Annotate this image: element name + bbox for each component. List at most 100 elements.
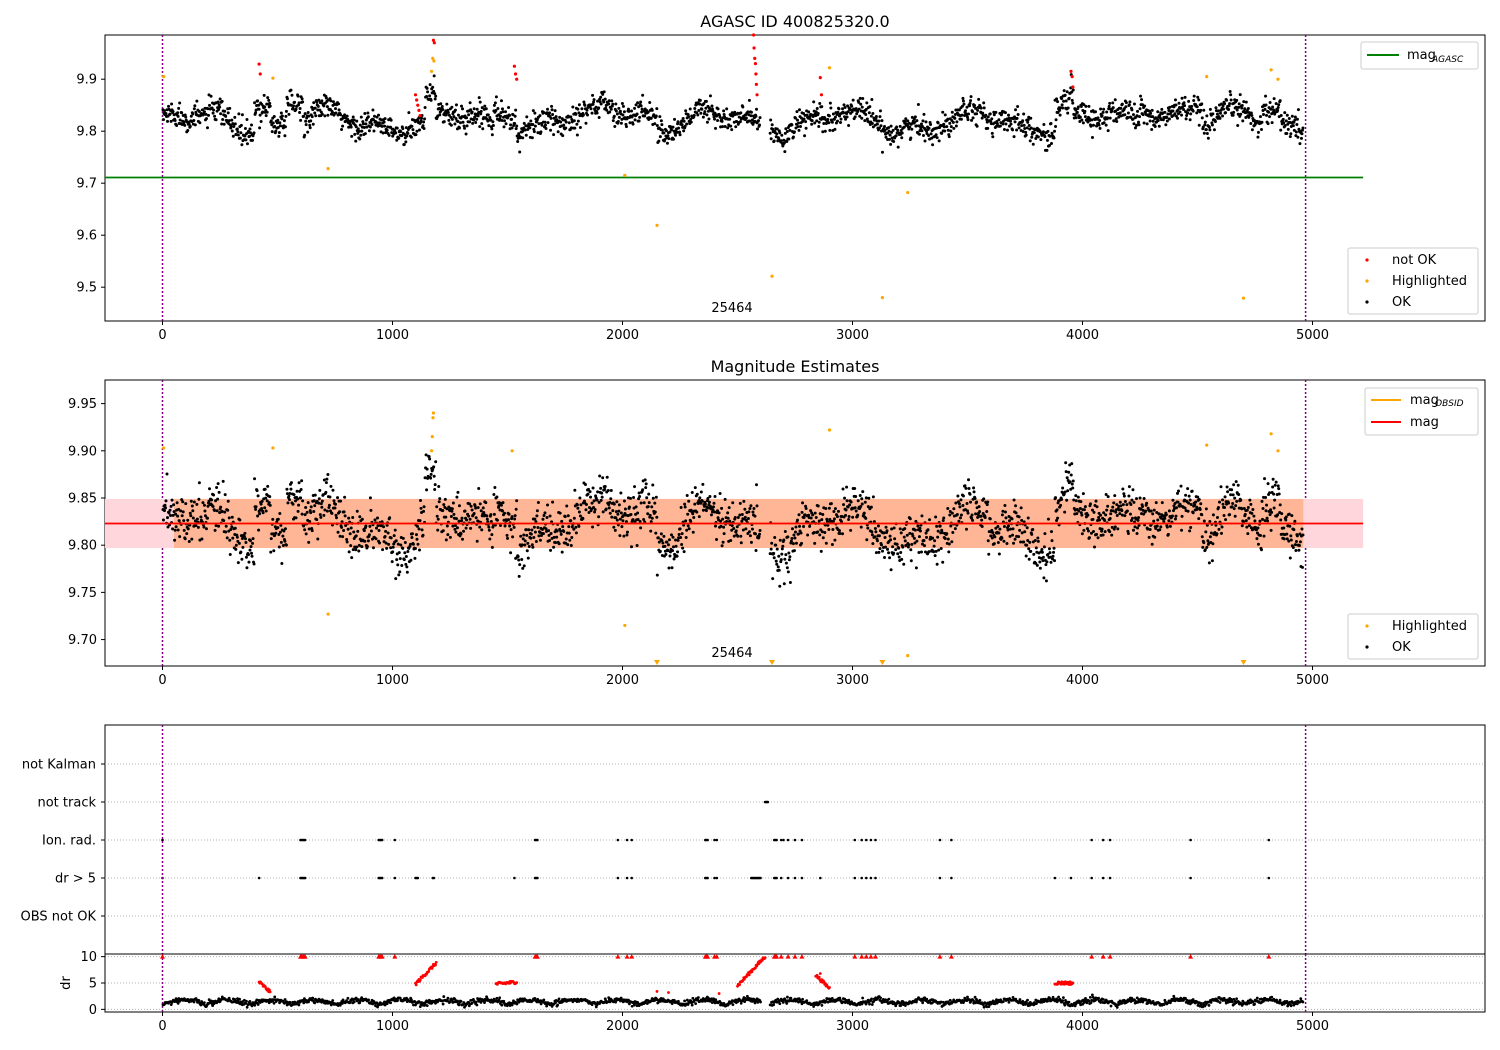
ok-point bbox=[451, 501, 455, 505]
not-ok-point bbox=[754, 82, 758, 86]
ok-point bbox=[1074, 499, 1078, 503]
flag-point bbox=[416, 876, 420, 880]
ok-point bbox=[1087, 536, 1091, 540]
ok-point bbox=[227, 516, 231, 520]
ok-point bbox=[954, 501, 958, 505]
ok-point bbox=[897, 555, 901, 559]
flag-point bbox=[513, 876, 516, 880]
ok-point bbox=[1028, 139, 1032, 143]
not-ok-point bbox=[1071, 85, 1075, 89]
dr-ok-point bbox=[245, 999, 248, 1003]
flag-category-label: OBS not OK bbox=[21, 910, 97, 925]
ok-point bbox=[1081, 492, 1085, 496]
ok-point bbox=[884, 135, 888, 139]
ok-point bbox=[797, 128, 801, 132]
ok-point bbox=[456, 120, 460, 124]
ok-point bbox=[1004, 122, 1008, 126]
ok-point bbox=[1276, 105, 1280, 109]
ok-point bbox=[708, 495, 712, 499]
ok-point bbox=[483, 104, 487, 108]
ok-point bbox=[919, 122, 923, 126]
dr-ok-point bbox=[202, 1001, 206, 1005]
ok-point bbox=[854, 494, 858, 498]
ok-point bbox=[742, 499, 746, 503]
ok-point bbox=[820, 530, 824, 534]
ok-point bbox=[277, 134, 281, 138]
flag-point bbox=[1069, 876, 1073, 880]
highlighted-point bbox=[326, 612, 330, 616]
ok-point bbox=[177, 106, 181, 110]
ok-point bbox=[1041, 130, 1045, 134]
ok-point bbox=[364, 524, 368, 528]
ok-point bbox=[783, 557, 787, 561]
ok-point bbox=[1290, 114, 1294, 118]
ok-point bbox=[1089, 531, 1093, 535]
ok-point bbox=[1070, 462, 1074, 466]
ok-point bbox=[1285, 532, 1289, 536]
ok-point bbox=[257, 107, 261, 111]
ok-point bbox=[182, 519, 186, 523]
ok-point bbox=[320, 112, 324, 116]
ok-point bbox=[487, 525, 491, 529]
ok-point bbox=[184, 502, 188, 506]
ok-point bbox=[1003, 503, 1007, 507]
ok-point bbox=[968, 104, 972, 108]
ok-point bbox=[838, 532, 842, 536]
ok-point bbox=[736, 534, 740, 538]
highlighted-point bbox=[432, 59, 436, 63]
ok-point bbox=[244, 138, 248, 142]
ok-point bbox=[1251, 508, 1255, 512]
ok-point bbox=[480, 528, 484, 532]
ok-point bbox=[395, 126, 399, 130]
ok-point bbox=[1167, 509, 1171, 513]
ok-point bbox=[653, 501, 657, 505]
ok-point bbox=[658, 115, 662, 119]
ok-point bbox=[224, 114, 228, 118]
dr-ok-point bbox=[255, 998, 259, 1002]
x-tick-label: 2000 bbox=[606, 1019, 639, 1034]
ok-point bbox=[461, 537, 465, 541]
ok-point bbox=[1300, 527, 1304, 531]
ok-point bbox=[574, 525, 578, 529]
ok-point bbox=[972, 490, 976, 494]
ok-point bbox=[1196, 95, 1200, 99]
ok-point bbox=[211, 111, 215, 115]
ok-point bbox=[366, 115, 370, 119]
ok-point bbox=[870, 98, 874, 102]
ok-point bbox=[1079, 511, 1083, 515]
ok-point bbox=[1148, 119, 1152, 123]
ok-point bbox=[1067, 96, 1071, 100]
ok-point bbox=[1284, 515, 1288, 519]
ok-point bbox=[1095, 124, 1099, 128]
ok-point bbox=[1127, 494, 1131, 498]
ok-point bbox=[387, 542, 391, 546]
dr-ok-point bbox=[238, 997, 241, 1001]
ok-point bbox=[860, 105, 864, 109]
ok-point bbox=[405, 134, 409, 138]
ok-point bbox=[1245, 525, 1249, 529]
ok-point bbox=[235, 535, 239, 539]
ok-point bbox=[383, 535, 387, 539]
ok-point bbox=[1147, 535, 1151, 539]
ok-point bbox=[837, 529, 841, 533]
ok-point bbox=[1006, 113, 1010, 117]
ok-point bbox=[313, 493, 317, 497]
ok-point bbox=[1143, 104, 1147, 108]
ok-point bbox=[983, 516, 987, 520]
ok-point bbox=[922, 112, 926, 116]
ok-point bbox=[536, 501, 540, 505]
ok-point bbox=[1292, 528, 1296, 532]
ok-point bbox=[804, 120, 808, 124]
ok-point bbox=[393, 528, 397, 532]
flag-point bbox=[800, 838, 804, 842]
ok-point bbox=[754, 483, 758, 487]
ok-point bbox=[521, 136, 525, 140]
ok-point bbox=[1126, 532, 1130, 536]
ok-point bbox=[233, 115, 237, 119]
ok-point bbox=[1056, 110, 1060, 114]
ok-point bbox=[315, 100, 319, 104]
ok-point bbox=[631, 122, 635, 126]
ok-point bbox=[236, 133, 240, 137]
ok-point bbox=[915, 539, 919, 543]
ok-point bbox=[1269, 508, 1273, 512]
